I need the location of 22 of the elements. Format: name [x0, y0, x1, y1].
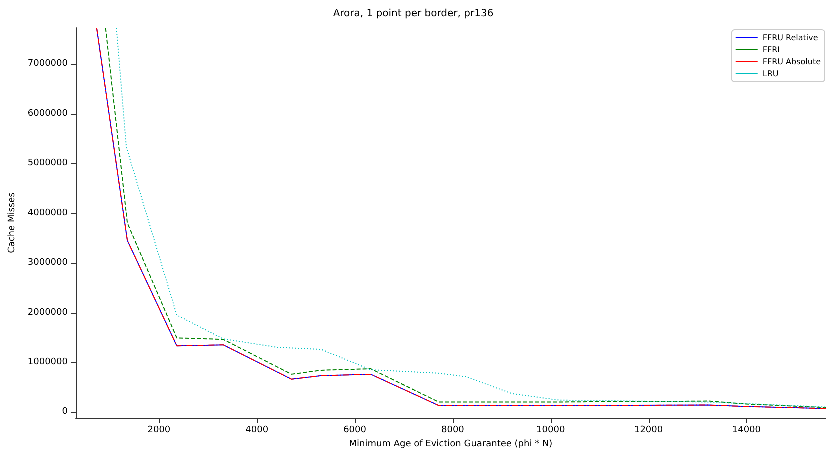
- y-tick-label: 5000000: [28, 158, 68, 169]
- y-tick-label: 1000000: [28, 358, 68, 368]
- y-tick-label: 0: [62, 407, 68, 418]
- x-axis-title: Minimum Age of Eviction Guarantee (phi * N): [349, 440, 553, 450]
- y-tick-label: 2000000: [28, 308, 68, 318]
- x-tick-label: 14000: [732, 426, 762, 436]
- x-tick-label: 4000: [246, 426, 269, 436]
- x-tick-label: 6000: [344, 426, 367, 436]
- y-axis-title: Cache Misses: [8, 192, 18, 254]
- x-tick-label: 12000: [634, 426, 664, 436]
- x-tick-label: 10000: [536, 426, 566, 436]
- y-tick-label: 7000000: [28, 59, 68, 70]
- chart-title: Arora, 1 point per border, pr136: [333, 8, 494, 20]
- legend-label: LRU: [762, 70, 779, 78]
- y-tick-label: 4000000: [28, 208, 68, 218]
- legend-label: FFRI: [762, 46, 780, 54]
- y-tick-label: 3000000: [28, 258, 68, 268]
- legend-label: FFRU Absolute: [762, 58, 822, 66]
- legend-label: FFRU Relative: [762, 34, 818, 42]
- x-tick-label: 2000: [148, 426, 171, 436]
- x-tick-label: 8000: [441, 426, 465, 436]
- y-tick-label: 6000000: [28, 108, 68, 119]
